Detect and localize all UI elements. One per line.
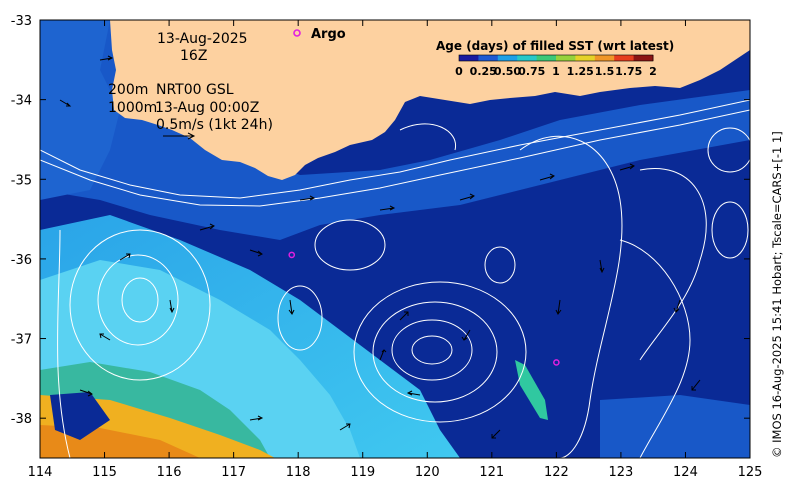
colorbar-swatches xyxy=(458,54,654,62)
colorbar-swatch xyxy=(536,55,557,61)
argo-legend-label: Argo xyxy=(311,27,346,42)
product-time-label: 13-Aug 00:00Z xyxy=(155,100,259,116)
y-axis: -33 -34 -35 -36 -37 -38 xyxy=(11,14,750,427)
plot-frame xyxy=(39,19,751,459)
x-tick-label: 125 xyxy=(738,465,763,480)
colorbar-ticks: 0 0.250.500.75 1 1.25 1.5 1.75 2 xyxy=(455,65,657,78)
depth-label-1000m: 1000m xyxy=(108,100,157,116)
date-label: 13-Aug-2025 xyxy=(157,31,248,47)
x-tick-label: 114 xyxy=(28,465,53,480)
colorbar-swatch xyxy=(633,55,654,61)
argo-legend-marker xyxy=(293,29,301,37)
shelf-mid-water xyxy=(40,20,750,240)
scale-arrow xyxy=(163,132,196,140)
colorbar-tick-label: 0 xyxy=(455,65,463,78)
argo-float-marker xyxy=(553,359,560,366)
x-tick-label: 120 xyxy=(415,465,440,480)
x-tick-label: 117 xyxy=(221,465,246,480)
y-tick-label: -38 xyxy=(11,412,32,427)
x-tick-label: 122 xyxy=(544,465,569,480)
colorbar-swatch xyxy=(478,55,499,61)
x-tick-label: 124 xyxy=(673,465,698,480)
depth-label-200m: 200m xyxy=(108,82,148,98)
x-tick-label: 123 xyxy=(608,465,633,480)
y-tick-label: -35 xyxy=(11,173,32,188)
teal-filament xyxy=(515,360,548,420)
colorbar-tick-label: 1.5 xyxy=(595,65,615,78)
credit-text: © IMOS 16-Aug-2025 15:41 Hobart; Tscale=… xyxy=(770,131,784,458)
colorbar-tick-label: 0.75 xyxy=(518,65,545,78)
y-tick-label: -37 xyxy=(11,333,32,348)
argo-float-marker xyxy=(288,251,296,259)
western-shelf-water xyxy=(40,20,120,200)
y-tick-label: -34 xyxy=(11,94,32,109)
colorbar-tick-label: 1 xyxy=(552,65,560,78)
x-tick-label: 118 xyxy=(286,465,311,480)
colorbar-swatch xyxy=(497,55,518,61)
dark-patch xyxy=(50,392,110,440)
x-tick-label: 116 xyxy=(157,465,182,480)
colorbar-border xyxy=(458,54,654,62)
time-label: 16Z xyxy=(180,48,207,64)
product-label: NRT00 GSL xyxy=(156,82,234,98)
colorbar-title: Age (days) of filled SST (wrt latest) xyxy=(436,39,674,53)
colorbar-tick-label: 2 xyxy=(649,65,657,78)
y-tick-label: -33 xyxy=(11,14,32,29)
colorbar-swatch xyxy=(556,55,576,61)
colorbar-tick-label: 1.25 xyxy=(567,65,594,78)
colorbar-swatch xyxy=(594,55,615,61)
x-tick-label: 119 xyxy=(350,465,375,480)
ssh-contours xyxy=(57,123,750,458)
se-patch xyxy=(600,395,750,458)
colorbar-tick-label: 0.50 xyxy=(494,65,521,78)
argo-floats xyxy=(288,251,560,366)
colorbar-tick-label: 1.75 xyxy=(615,65,642,78)
current-arrows xyxy=(59,55,701,439)
colorbar-tick-label: 0.25 xyxy=(470,65,497,78)
isobath-1000m xyxy=(40,109,750,207)
colorbar-swatch xyxy=(614,55,635,61)
colorbar-swatch xyxy=(575,55,596,61)
colorbar-swatch xyxy=(459,55,479,61)
isobath-200m xyxy=(40,99,750,199)
x-tick-label: 115 xyxy=(92,465,117,480)
x-tick-label: 121 xyxy=(479,465,504,480)
y-tick-label: -36 xyxy=(11,253,32,268)
scale-label: 0.5m/s (1kt 24h) xyxy=(156,117,273,133)
colorbar-swatch xyxy=(517,55,538,61)
x-axis: 114 115 116 117 118 119 120 121 122 123 124 125 xyxy=(28,20,763,480)
